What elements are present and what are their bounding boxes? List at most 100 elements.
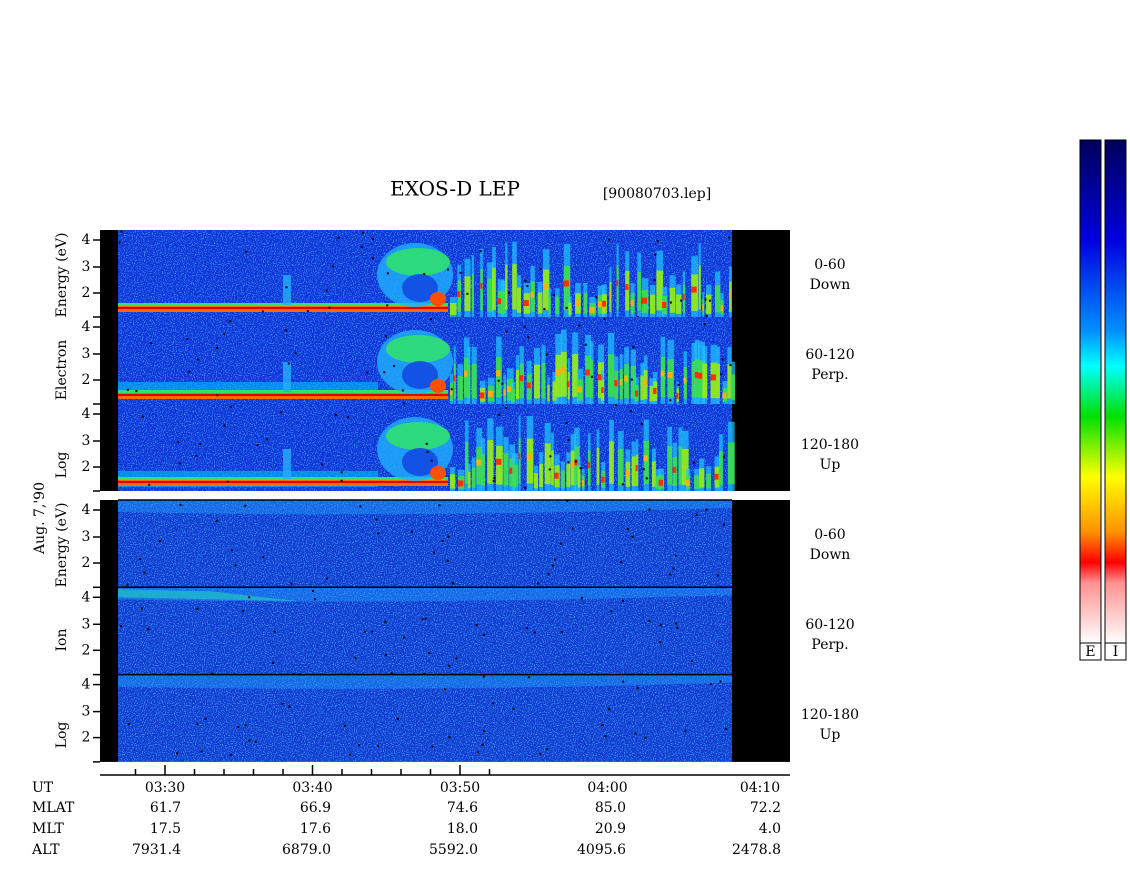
ephemeris-value: 72.2 bbox=[750, 800, 781, 816]
spike bbox=[656, 270, 664, 311]
dropout bbox=[482, 675, 485, 678]
x-tick-label: 03:50 bbox=[440, 780, 480, 796]
dropout bbox=[377, 745, 380, 748]
separator bbox=[100, 491, 790, 499]
dropout bbox=[325, 289, 328, 292]
dropout bbox=[724, 727, 727, 730]
spike bbox=[570, 462, 575, 469]
spike bbox=[503, 453, 509, 486]
spike bbox=[609, 441, 614, 484]
angle-label: 0-60 bbox=[814, 527, 845, 543]
spike bbox=[702, 304, 704, 311]
dropout bbox=[567, 438, 570, 441]
ephemeris-value: 4095.6 bbox=[577, 842, 626, 858]
colorbar-label-box bbox=[1104, 642, 1127, 661]
dropout bbox=[446, 559, 449, 562]
dropout bbox=[630, 378, 633, 381]
dropout bbox=[644, 736, 647, 739]
dropout bbox=[719, 680, 722, 683]
dropout bbox=[290, 582, 293, 585]
spike bbox=[496, 356, 502, 398]
dropout bbox=[659, 641, 662, 644]
low-energy-core bbox=[118, 481, 448, 483]
dropout bbox=[401, 389, 404, 392]
spike bbox=[555, 354, 562, 397]
spike bbox=[624, 375, 628, 382]
y-tick-label: 3 bbox=[82, 433, 91, 449]
spike bbox=[652, 461, 656, 487]
ephemeris-value: 85.0 bbox=[595, 800, 626, 816]
dropout bbox=[313, 598, 316, 601]
spike bbox=[617, 449, 624, 486]
dropout bbox=[159, 540, 162, 543]
ion-glow bbox=[118, 674, 732, 689]
colorbar bbox=[1079, 139, 1102, 644]
ion-beam bbox=[118, 589, 300, 602]
dropout bbox=[196, 607, 199, 610]
spike bbox=[572, 353, 579, 397]
spike bbox=[506, 386, 513, 393]
spike bbox=[682, 294, 685, 301]
dropout bbox=[690, 660, 693, 663]
dropout bbox=[229, 405, 232, 408]
spike bbox=[560, 366, 566, 373]
colorbar-label: I bbox=[1113, 644, 1119, 660]
spike bbox=[548, 296, 551, 315]
dropout bbox=[677, 383, 680, 386]
spike bbox=[589, 306, 595, 313]
dropout bbox=[574, 460, 577, 463]
dropout bbox=[431, 745, 434, 748]
dropout bbox=[237, 725, 240, 728]
spike bbox=[450, 388, 453, 395]
spike bbox=[714, 473, 719, 480]
dropout bbox=[371, 257, 374, 260]
spike bbox=[691, 361, 697, 398]
spike bbox=[667, 359, 674, 398]
dropout bbox=[215, 346, 218, 349]
arc-core bbox=[402, 274, 438, 302]
spike bbox=[583, 293, 588, 314]
spike bbox=[533, 473, 539, 489]
dropout bbox=[545, 353, 548, 356]
hot-spot bbox=[430, 466, 446, 480]
spike bbox=[653, 387, 657, 394]
spike bbox=[496, 370, 501, 377]
dropout bbox=[450, 388, 453, 391]
y-tick-label: 4 bbox=[82, 677, 91, 693]
dropout bbox=[579, 467, 582, 470]
spike bbox=[542, 269, 550, 311]
spike bbox=[526, 438, 534, 484]
dropout bbox=[118, 241, 121, 244]
spike bbox=[660, 370, 665, 377]
ephemeris-value: 4.0 bbox=[759, 821, 781, 837]
dropout bbox=[493, 477, 496, 480]
direction-label: Up bbox=[820, 727, 841, 743]
dropout bbox=[288, 705, 291, 708]
dropout bbox=[179, 503, 182, 506]
dropout bbox=[216, 394, 219, 397]
dropout bbox=[411, 530, 414, 533]
spike bbox=[649, 385, 656, 402]
dropout bbox=[281, 702, 284, 705]
dropout bbox=[505, 330, 508, 333]
ephemeris-value: 7931.4 bbox=[132, 842, 181, 858]
dropout bbox=[211, 672, 214, 675]
spike bbox=[716, 363, 720, 399]
dropout bbox=[584, 343, 587, 346]
ephemeris-value: 18.0 bbox=[447, 821, 478, 837]
dropout bbox=[447, 268, 450, 271]
dropout bbox=[447, 535, 450, 538]
spike bbox=[672, 466, 677, 473]
dropout bbox=[254, 740, 257, 743]
spike bbox=[706, 294, 712, 314]
dropout bbox=[371, 237, 374, 240]
dropout bbox=[590, 375, 593, 378]
dropout bbox=[483, 730, 486, 733]
x-tick-label: 03:30 bbox=[145, 780, 185, 796]
dropout bbox=[226, 480, 229, 483]
spike bbox=[596, 447, 600, 485]
direction-label: Perp. bbox=[811, 637, 848, 653]
spike bbox=[643, 440, 649, 484]
spike bbox=[457, 480, 464, 487]
dropout bbox=[536, 582, 539, 585]
